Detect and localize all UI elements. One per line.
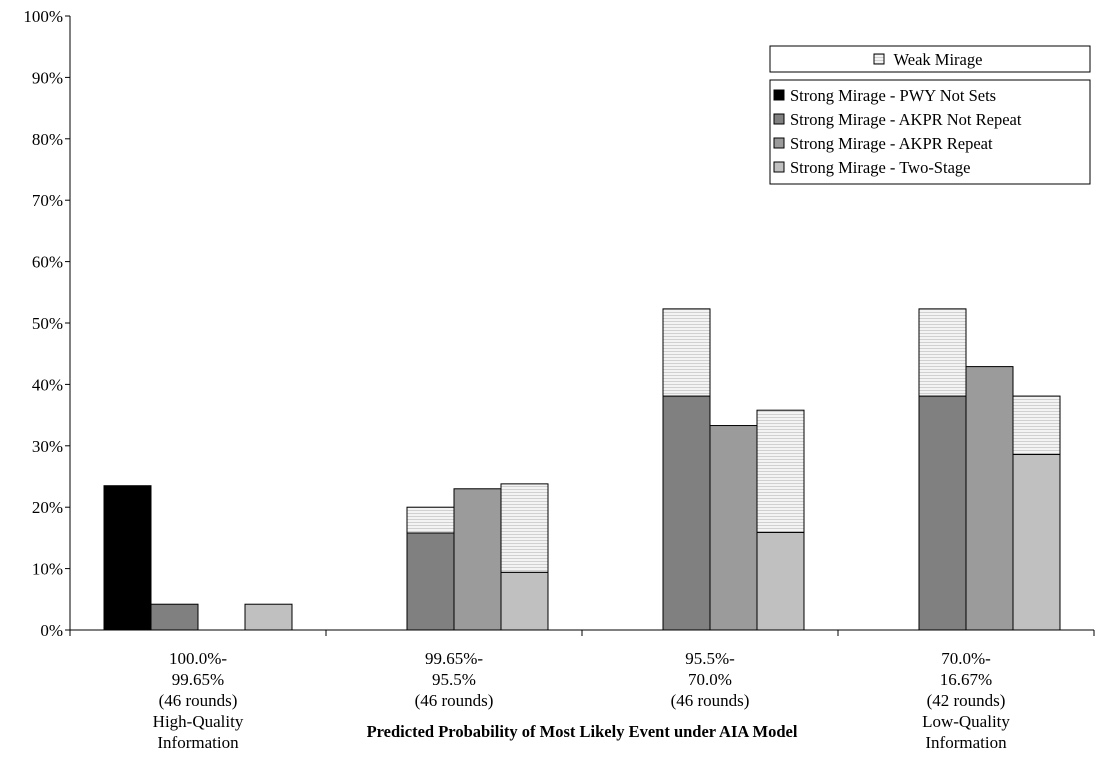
bar-strong-mirage-akpr-repeat: [965, 366, 1014, 631]
y-tick-label: 100%: [23, 7, 63, 26]
bar-strong-mirage-akpr-repeat: [709, 425, 758, 631]
x-axis-category-labels: 100.0%- 99.65% (46 rounds) High-Quality Info…: [153, 649, 1011, 752]
x-category-label: High-Quality: [153, 712, 244, 731]
bar-strong-mirage-akpr-not-repeat: [150, 603, 199, 631]
x-category-label: 16.67%: [940, 670, 992, 689]
y-axis-tick-labels: 0% 10% 20% 30% 40% 50% 60% 70% 80% 90% 100%: [23, 7, 63, 640]
x-category-label: (46 rounds): [415, 691, 494, 710]
bar-strong-mirage-akpr-repeat: [453, 488, 502, 631]
y-tick-label: 10%: [32, 560, 63, 579]
axes: [65, 15, 1095, 636]
legend-label: Strong Mirage - AKPR Not Repeat: [790, 110, 1022, 129]
legend-label: Strong Mirage - Two-Stage: [790, 158, 970, 177]
x-category-label: (46 rounds): [159, 691, 238, 710]
y-tick-label: 30%: [32, 437, 63, 456]
x-category-label: Low-Quality: [922, 712, 1010, 731]
bar-weak-mirage: [1012, 395, 1061, 455]
x-category-label: 70.0%-: [941, 649, 991, 668]
legend-label: Strong Mirage - AKPR Repeat: [790, 134, 993, 153]
x-category-label: 95.5%-: [685, 649, 735, 668]
x-category-label: 99.65%-: [425, 649, 483, 668]
bar-weak-mirage: [406, 506, 455, 534]
y-tick-label: 60%: [32, 253, 63, 272]
legend-strong-box: [769, 79, 1091, 185]
bar-strong-mirage-akpr-not-repeat: [918, 395, 967, 631]
y-tick-label: 80%: [32, 130, 63, 149]
bar-strong-mirage-two-stage: [756, 531, 805, 631]
bar-strong-mirage-two-stage: [500, 571, 549, 631]
x-category-label: 95.5%: [432, 670, 476, 689]
bar-strong-mirage-akpr-not-repeat: [406, 532, 455, 631]
bars: [103, 308, 1061, 631]
y-tick-label: 20%: [32, 498, 63, 517]
x-category-label: (42 rounds): [927, 691, 1006, 710]
legend-swatch: [773, 137, 785, 149]
legend-label: Strong Mirage - PWY Not Sets: [790, 86, 996, 105]
x-category-label: 70.0%: [688, 670, 732, 689]
legend-swatch: [773, 89, 785, 101]
legend-swatch: [873, 53, 885, 65]
bar-weak-mirage: [662, 308, 711, 397]
x-category-label: 99.65%: [172, 670, 224, 689]
x-category-label: Information: [157, 733, 239, 752]
x-category-label: 100.0%-: [169, 649, 227, 668]
legend: Weak Mirage Strong Mirage - PWY Not Sets S…: [769, 45, 1091, 185]
bar-strong-mirage-akpr-not-repeat: [662, 395, 711, 631]
bar-strong-mirage-two-stage: [244, 603, 293, 631]
legend-swatch: [773, 113, 785, 125]
bar-weak-mirage: [756, 409, 805, 533]
y-tick-label: 40%: [32, 375, 63, 394]
bar-strong-mirage-two-stage: [1012, 453, 1061, 631]
bar-strong-mirage-pwy-not-sets: [103, 485, 152, 631]
y-tick-label: 70%: [32, 191, 63, 210]
legend-weak-box: [769, 45, 1091, 73]
x-category-label: Information: [925, 733, 1007, 752]
x-axis-title: Predicted Probability of Most Likely Eve…: [367, 722, 798, 741]
legend-label: Weak Mirage: [894, 50, 983, 69]
y-tick-label: 50%: [32, 314, 63, 333]
bar-weak-mirage: [918, 308, 967, 397]
legend-swatch: [773, 161, 785, 173]
y-tick-label: 0%: [40, 621, 63, 640]
x-category-label: (46 rounds): [671, 691, 750, 710]
bar-weak-mirage: [500, 483, 549, 573]
y-tick-label: 90%: [32, 68, 63, 87]
